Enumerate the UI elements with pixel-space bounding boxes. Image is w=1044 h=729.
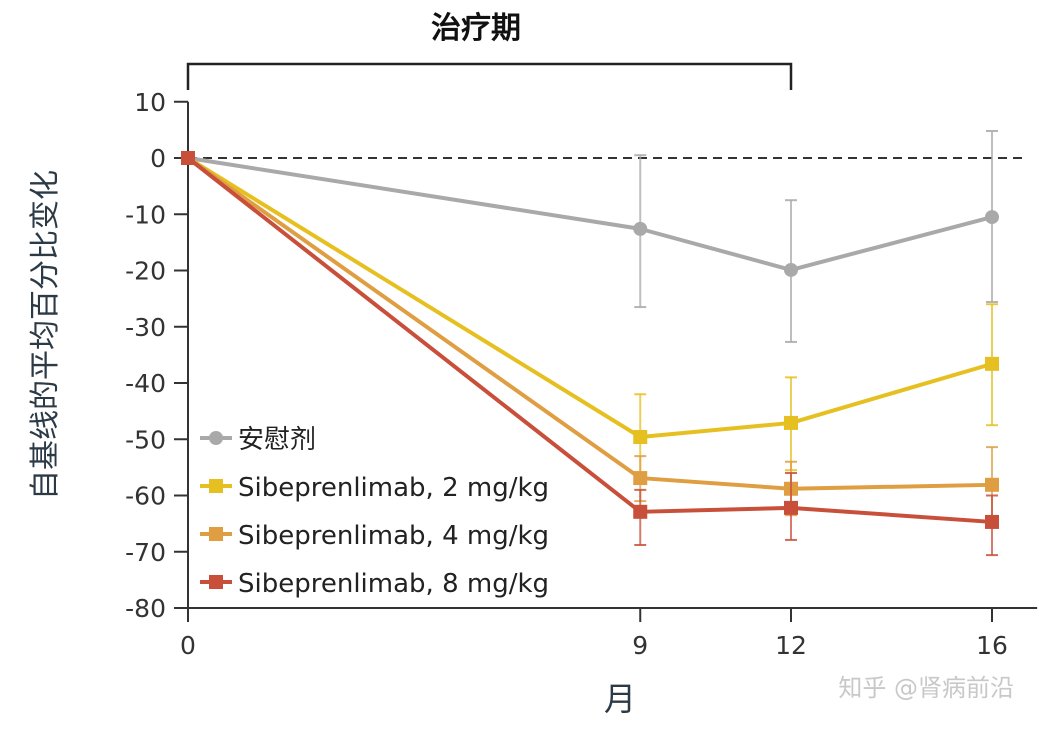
series-3 [181, 151, 999, 523]
data-point [985, 356, 999, 371]
legend-label: Sibeprenlimab, 8 mg/kg [238, 569, 549, 599]
data-point [985, 477, 999, 492]
data-point [784, 415, 798, 430]
legend-marker [209, 575, 223, 589]
legend-label: Sibeprenlimab, 2 mg/kg [238, 473, 549, 503]
data-point [181, 151, 195, 165]
legend-marker [209, 479, 223, 493]
legend-item: 安慰剂 [200, 425, 316, 455]
series-line [186, 156, 993, 524]
legend-label: 安慰剂 [238, 425, 316, 455]
y-tick-label: -20 [125, 257, 166, 286]
legend-marker [209, 527, 223, 541]
x-tick-label: 9 [632, 631, 648, 660]
data-point [633, 471, 648, 486]
y-tick-label: -70 [125, 538, 166, 567]
x-tick-label: 0 [180, 631, 196, 660]
watermark: 知乎 @肾病前沿 [838, 674, 1014, 702]
data-point [985, 210, 999, 225]
data-point [633, 221, 648, 236]
treatment-period-label: 治疗期 [431, 11, 521, 46]
data-point [985, 514, 999, 529]
y-tick-label: -30 [125, 313, 166, 342]
series-1 [181, 130, 999, 343]
y-tick-label: -60 [125, 482, 166, 511]
legend-marker [209, 431, 223, 445]
treatment-period-bracket [186, 62, 793, 90]
series-line [186, 156, 993, 491]
legend-item: Sibeprenlimab, 8 mg/kg [200, 569, 549, 599]
y-tick-label: 0 [150, 144, 166, 173]
y-tick-label: 10 [134, 88, 166, 117]
x-tick-label: 12 [775, 631, 807, 660]
y-tick-label: -10 [125, 200, 166, 229]
legend-item: Sibeprenlimab, 2 mg/kg [200, 473, 549, 503]
series-4 [181, 151, 999, 557]
data-point [784, 500, 798, 515]
series-line [186, 156, 993, 439]
y-tick-label: -40 [125, 369, 166, 398]
data-point [633, 504, 648, 519]
data-point [784, 262, 798, 277]
y-tick-label: -50 [125, 425, 166, 454]
x-axis-label: 月 [604, 680, 636, 718]
y-axis-label: 自基线的平均百分比变化 [28, 170, 63, 500]
data-point [633, 430, 648, 444]
legend-item: Sibeprenlimab, 4 mg/kg [200, 521, 549, 551]
legend-label: Sibeprenlimab, 4 mg/kg [238, 521, 549, 551]
x-tick-label: 16 [976, 631, 1008, 660]
y-tick-label: -80 [125, 594, 166, 623]
series-line [187, 156, 993, 272]
